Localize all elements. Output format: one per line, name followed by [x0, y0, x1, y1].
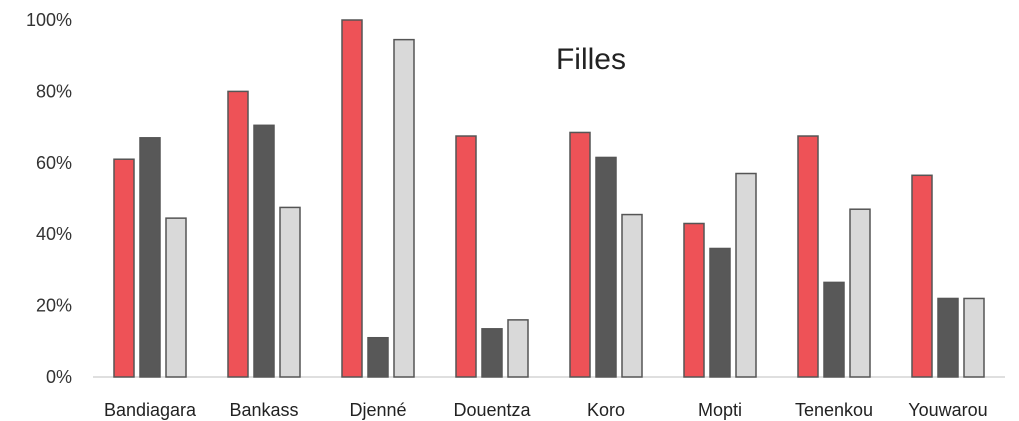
bar-mopti-series-3 — [735, 172, 757, 378]
bar-youwarou-series-3 — [963, 297, 985, 378]
bar-bankass-series-3 — [279, 206, 301, 378]
y-tick-label: 80% — [36, 81, 72, 101]
bar-koro-series-1 — [569, 131, 591, 378]
bar-douentza-series-3 — [507, 319, 529, 378]
bar-mopti-series-1 — [683, 222, 705, 378]
x-category-label: Mopti — [698, 400, 742, 420]
bar-douentza-series-2 — [481, 328, 503, 378]
bar-bankass-series-1 — [227, 90, 249, 378]
bar-mopti-series-2 — [709, 247, 731, 378]
bar-tenenkou-series-1 — [797, 135, 819, 378]
y-tick-label: 40% — [36, 224, 72, 244]
x-category-label: Youwarou — [908, 400, 987, 420]
bar-koro-series-3 — [621, 213, 643, 378]
bar-tenenkou-series-3 — [849, 208, 871, 378]
y-tick-label: 60% — [36, 153, 72, 173]
bar-douentza-series-1 — [455, 135, 477, 378]
bar-youwarou-series-2 — [937, 297, 959, 378]
bar-djenn--series-1 — [341, 19, 363, 378]
bar-bandiagara-series-1 — [113, 158, 135, 378]
x-category-label: Koro — [587, 400, 625, 420]
y-tick-label: 100% — [26, 10, 72, 30]
bar-tenenkou-series-2 — [823, 281, 845, 378]
chart-title: Filles — [556, 43, 626, 76]
bar-djenn--series-2 — [367, 336, 389, 378]
y-tick-label: 20% — [36, 296, 72, 316]
bar-koro-series-2 — [595, 156, 617, 378]
x-category-label: Tenenkou — [795, 400, 873, 420]
x-category-label: Djenné — [349, 400, 406, 420]
bar-youwarou-series-1 — [911, 174, 933, 378]
bar-bankass-series-2 — [253, 124, 275, 378]
x-category-label: Bandiagara — [104, 400, 197, 420]
y-tick-label: 0% — [46, 367, 72, 387]
bar-bandiagara-series-3 — [165, 217, 187, 378]
bar-djenn--series-3 — [393, 38, 415, 378]
bars-group — [113, 19, 985, 378]
bar-bandiagara-series-2 — [139, 137, 161, 378]
x-category-label: Bankass — [229, 400, 298, 420]
x-axis-categories: Bandiagara Bankass Djenné Douentza Koro Mopti… — [104, 400, 988, 420]
x-category-label: Douentza — [453, 400, 531, 420]
y-axis-ticks: 0% 20% 40% 60% 80% 100% — [26, 10, 72, 387]
